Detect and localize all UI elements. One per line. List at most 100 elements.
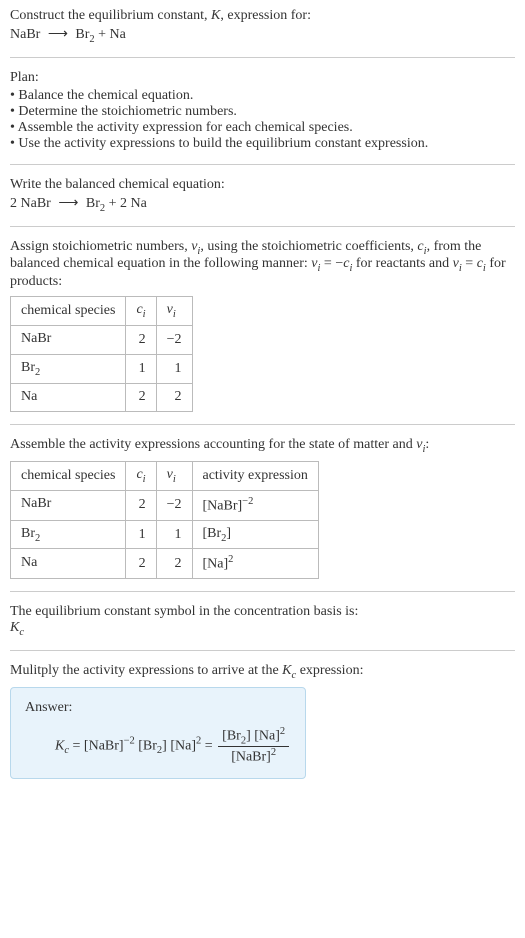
cell-species: NaBr (11, 490, 126, 520)
cell-species: NaBr (11, 325, 126, 354)
divider (10, 424, 515, 425)
stoich-text: Assign stoichiometric numbers, νi, using… (10, 239, 515, 291)
plan-list: Balance the chemical equation. Determine… (10, 88, 515, 152)
table-row: Br2 1 1 [Br2] (11, 520, 319, 549)
activity-p1: Assemble the activity expressions accoun… (10, 437, 416, 452)
basis-K: K (10, 620, 19, 635)
frac-num-sup: 2 (280, 726, 285, 737)
table-row: Br2 1 1 (11, 354, 193, 383)
answer-eq: = (69, 738, 84, 753)
activity-table: chemical species ci νi activity expressi… (10, 461, 319, 579)
table-row: NaBr 2 −2 [NaBr]−2 (11, 490, 319, 520)
divider (10, 57, 515, 58)
multiply-section: Mulitply the activity expressions to arr… (10, 663, 515, 779)
cell-nu: 1 (156, 354, 192, 383)
answer-t1-sup: −2 (124, 735, 135, 746)
plan-item: Balance the chemical equation. (10, 88, 515, 104)
stoich-table: chemical species ci νi NaBr 2 −2 Br2 1 1… (10, 296, 193, 412)
cell-nu: −2 (156, 325, 192, 354)
cell-nu: 2 (156, 549, 192, 579)
balanced-rhs1: Br (86, 196, 100, 211)
stoich-section: Assign stoichiometric numbers, νi, using… (10, 239, 515, 413)
cell-c: 1 (126, 354, 156, 383)
species-main: NaBr (21, 331, 51, 346)
species-sub: 2 (35, 532, 40, 543)
col-c-sub: i (143, 474, 146, 485)
frac-den: [NaBr]2 (218, 747, 289, 766)
multiply-K: K (282, 663, 291, 678)
frac-num-a: [Br (222, 728, 241, 743)
col-c-sub: i (143, 309, 146, 320)
col-nu-sub: i (173, 474, 176, 485)
plan-item: Determine the stoichiometric numbers. (10, 104, 515, 120)
answer-label: Answer: (25, 700, 291, 716)
divider (10, 650, 515, 651)
act-main: [Br (203, 526, 222, 541)
multiply-text: Mulitply the activity expressions to arr… (10, 663, 515, 681)
intro-line1: Construct the equilibrium constant, (10, 8, 211, 23)
frac-num: [Br2] [Na]2 (218, 726, 289, 747)
basis-symbol: Kc (10, 620, 515, 638)
act-sup: −2 (242, 496, 253, 507)
reaction-arrow: ⟶ (48, 27, 68, 42)
divider (10, 164, 515, 165)
answer-equation: Kc = [NaBr]−2 [Br2] [Na]2 = [Br2] [Na]2[… (55, 726, 291, 766)
cell-c: 2 (126, 490, 156, 520)
activity-p2: : (425, 437, 429, 452)
balanced-rhs2: + 2 Na (105, 196, 147, 211)
balanced-lhs: 2 NaBr (10, 196, 51, 211)
reaction-rhs2: + Na (95, 27, 126, 42)
table-row: NaBr 2 −2 (11, 325, 193, 354)
plan-section: Plan: Balance the chemical equation. Det… (10, 70, 515, 152)
frac-den-sup: 2 (271, 747, 276, 758)
cell-c: 2 (126, 549, 156, 579)
answer-fraction: [Br2] [Na]2[NaBr]2 (218, 726, 289, 766)
stoich-p1: Assign stoichiometric numbers, (10, 239, 191, 254)
answer-box: Answer: Kc = [NaBr]−2 [Br2] [Na]2 = [Br2… (10, 687, 306, 779)
species-main: Na (21, 389, 37, 404)
answer-t2a: [Br (138, 738, 157, 753)
table-row: Na 2 2 [Na]2 (11, 549, 319, 579)
species-sub: 2 (35, 367, 40, 378)
cell-species: Na (11, 549, 126, 579)
col-species: chemical species (11, 462, 126, 491)
intro-text: Construct the equilibrium constant, K, e… (10, 8, 515, 24)
cell-activity: [Na]2 (192, 549, 318, 579)
col-nu: νi (156, 462, 192, 491)
answer-t3: [Na] (170, 738, 196, 753)
basis-line: The equilibrium constant symbol in the c… (10, 604, 515, 620)
stoich-eq2-mid: = (462, 256, 477, 271)
plan-item: Assemble the activity expression for eac… (10, 120, 515, 136)
activity-text: Assemble the activity expressions accoun… (10, 437, 515, 455)
balanced-arrow: ⟶ (58, 196, 78, 211)
activity-section: Assemble the activity expressions accoun… (10, 437, 515, 579)
act-main2: ] (226, 526, 231, 541)
col-nu-sub: i (173, 309, 176, 320)
answer-Kc: K (55, 738, 64, 753)
plan-title: Plan: (10, 70, 515, 86)
col-c: ci (126, 462, 156, 491)
multiply-p2: expression: (296, 663, 363, 678)
divider (10, 591, 515, 592)
cell-nu: 2 (156, 383, 192, 412)
intro-reaction: NaBr ⟶ Br2 + Na (10, 26, 515, 45)
cell-species: Br2 (11, 520, 126, 549)
frac-num-b: ] [Na] (246, 728, 280, 743)
col-nu: νi (156, 297, 192, 326)
balanced-title: Write the balanced chemical equation: (10, 177, 515, 193)
table-header-row: chemical species ci νi (11, 297, 193, 326)
table-row: Na 2 2 (11, 383, 193, 412)
col-c: ci (126, 297, 156, 326)
cell-nu: −2 (156, 490, 192, 520)
cell-c: 2 (126, 325, 156, 354)
cell-species: Na (11, 383, 126, 412)
act-main: [Na] (203, 557, 229, 572)
reaction-lhs: NaBr (10, 27, 40, 42)
cell-activity: [Br2] (192, 520, 318, 549)
plan-item: Use the activity expressions to build th… (10, 136, 515, 152)
stoich-p4: for reactants and (352, 256, 452, 271)
table-header-row: chemical species ci νi activity expressi… (11, 462, 319, 491)
species-main: Br (21, 526, 35, 541)
act-main: [NaBr] (203, 499, 243, 514)
cell-nu: 1 (156, 520, 192, 549)
